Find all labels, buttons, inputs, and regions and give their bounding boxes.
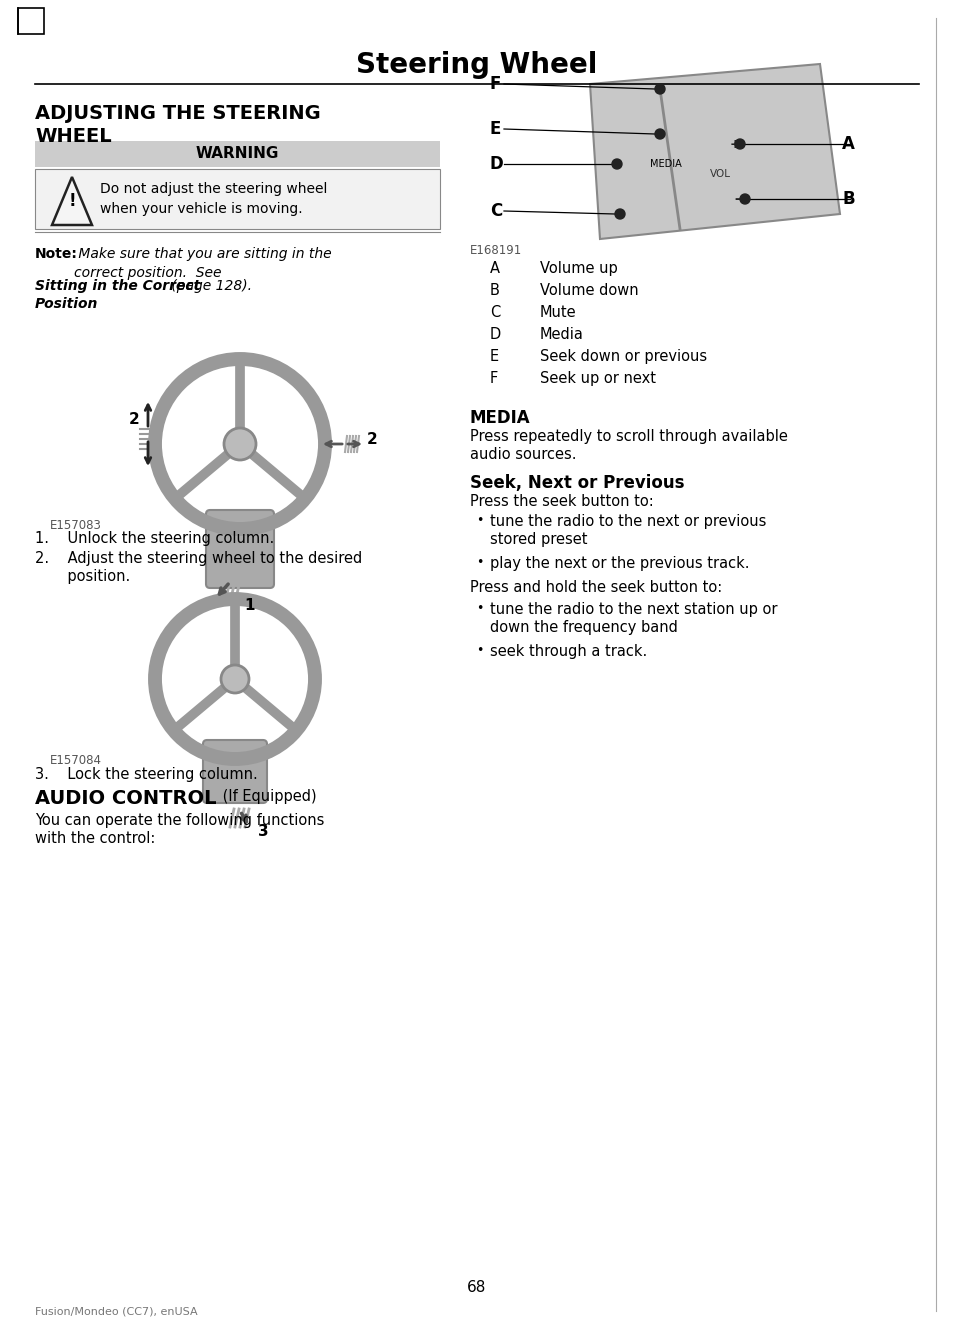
Text: 2: 2	[129, 412, 139, 427]
Polygon shape	[589, 64, 840, 239]
Text: Do not adjust the steering wheel
when your vehicle is moving.: Do not adjust the steering wheel when yo…	[100, 182, 327, 215]
Text: position.: position.	[35, 569, 131, 583]
Bar	[18, 8, 44, 35]
Text: Sitting in the Correct
Position: Sitting in the Correct Position	[35, 279, 200, 311]
Text: E: E	[490, 120, 501, 138]
Text: F: F	[490, 371, 497, 385]
Text: audio sources.: audio sources.	[470, 447, 576, 462]
Text: A: A	[841, 136, 854, 153]
Text: Note:: Note:	[35, 247, 78, 260]
Text: Fusion/Mondeo (CC7), enUSA: Fusion/Mondeo (CC7), enUSA	[35, 1306, 197, 1316]
Text: with the control:: with the control:	[35, 831, 155, 847]
FancyBboxPatch shape	[35, 141, 439, 167]
Text: C: C	[490, 304, 499, 320]
Text: 1.    Unlock the steering column.: 1. Unlock the steering column.	[35, 532, 274, 546]
Circle shape	[655, 84, 664, 94]
Text: B: B	[841, 190, 854, 209]
Text: tune the radio to the next station up or: tune the radio to the next station up or	[490, 602, 777, 617]
Text: !: !	[68, 191, 75, 210]
Circle shape	[221, 664, 249, 692]
Text: 3.    Lock the steering column.: 3. Lock the steering column.	[35, 767, 257, 781]
Text: Press and hold the seek button to:: Press and hold the seek button to:	[470, 579, 721, 595]
FancyBboxPatch shape	[35, 169, 439, 229]
Circle shape	[734, 140, 744, 149]
Text: −: −	[733, 191, 745, 206]
Text: E157083: E157083	[50, 520, 102, 532]
Text: (If Equipped): (If Equipped)	[218, 789, 316, 804]
Text: F: F	[490, 74, 501, 93]
Text: WHEEL: WHEEL	[35, 128, 112, 146]
Text: Seek up or next: Seek up or next	[539, 371, 656, 385]
Text: 68: 68	[467, 1280, 486, 1294]
Text: AUDIO CONTROL: AUDIO CONTROL	[35, 789, 216, 808]
Text: D: D	[490, 327, 500, 342]
Circle shape	[740, 194, 749, 203]
Circle shape	[224, 428, 255, 460]
Text: Media: Media	[539, 327, 583, 342]
Text: You can operate the following functions: You can operate the following functions	[35, 813, 324, 828]
Circle shape	[615, 209, 624, 219]
Text: 2: 2	[366, 432, 377, 447]
Text: +: +	[729, 137, 740, 150]
Text: Press the seek button to:: Press the seek button to:	[470, 494, 653, 509]
Text: Volume down: Volume down	[539, 283, 638, 298]
Text: MEDIA: MEDIA	[649, 159, 681, 169]
Text: Press repeatedly to scroll through available: Press repeatedly to scroll through avail…	[470, 429, 787, 444]
Text: tune the radio to the next or previous: tune the radio to the next or previous	[490, 514, 765, 529]
Text: Volume up: Volume up	[539, 260, 618, 276]
Text: •: •	[476, 645, 483, 657]
Text: Seek, Next or Previous: Seek, Next or Previous	[470, 474, 684, 492]
FancyBboxPatch shape	[206, 510, 274, 587]
Text: 3: 3	[257, 824, 268, 839]
Text: D: D	[490, 155, 503, 173]
Text: •: •	[476, 514, 483, 528]
Text: (page 128).: (page 128).	[167, 279, 252, 292]
Text: Steering Wheel: Steering Wheel	[355, 51, 598, 78]
Text: WARNING: WARNING	[195, 146, 278, 162]
Text: 2.    Adjust the steering wheel to the desired: 2. Adjust the steering wheel to the desi…	[35, 552, 362, 566]
Text: VOL: VOL	[709, 169, 730, 179]
Text: E157084: E157084	[50, 754, 102, 767]
Text: play the next or the previous track.: play the next or the previous track.	[490, 556, 749, 571]
Text: MEDIA: MEDIA	[470, 409, 530, 427]
Circle shape	[612, 159, 621, 169]
Text: A: A	[490, 260, 499, 276]
Text: Mute: Mute	[539, 304, 576, 320]
Text: Seek down or previous: Seek down or previous	[539, 350, 706, 364]
Text: •: •	[476, 556, 483, 569]
Text: C: C	[490, 202, 501, 221]
FancyBboxPatch shape	[203, 740, 267, 803]
Text: down the frequency band: down the frequency band	[490, 621, 678, 635]
Text: 1: 1	[245, 598, 255, 614]
Circle shape	[655, 129, 664, 140]
Text: ADJUSTING THE STEERING: ADJUSTING THE STEERING	[35, 104, 320, 124]
Text: seek through a track.: seek through a track.	[490, 645, 646, 659]
Text: E168191: E168191	[470, 245, 521, 256]
Text: B: B	[490, 283, 499, 298]
Text: E: E	[490, 350, 498, 364]
Text: •: •	[476, 602, 483, 615]
Text: stored preset: stored preset	[490, 532, 587, 548]
Text: Make sure that you are sitting in the
correct position.  See: Make sure that you are sitting in the co…	[74, 247, 332, 280]
Polygon shape	[52, 177, 91, 225]
